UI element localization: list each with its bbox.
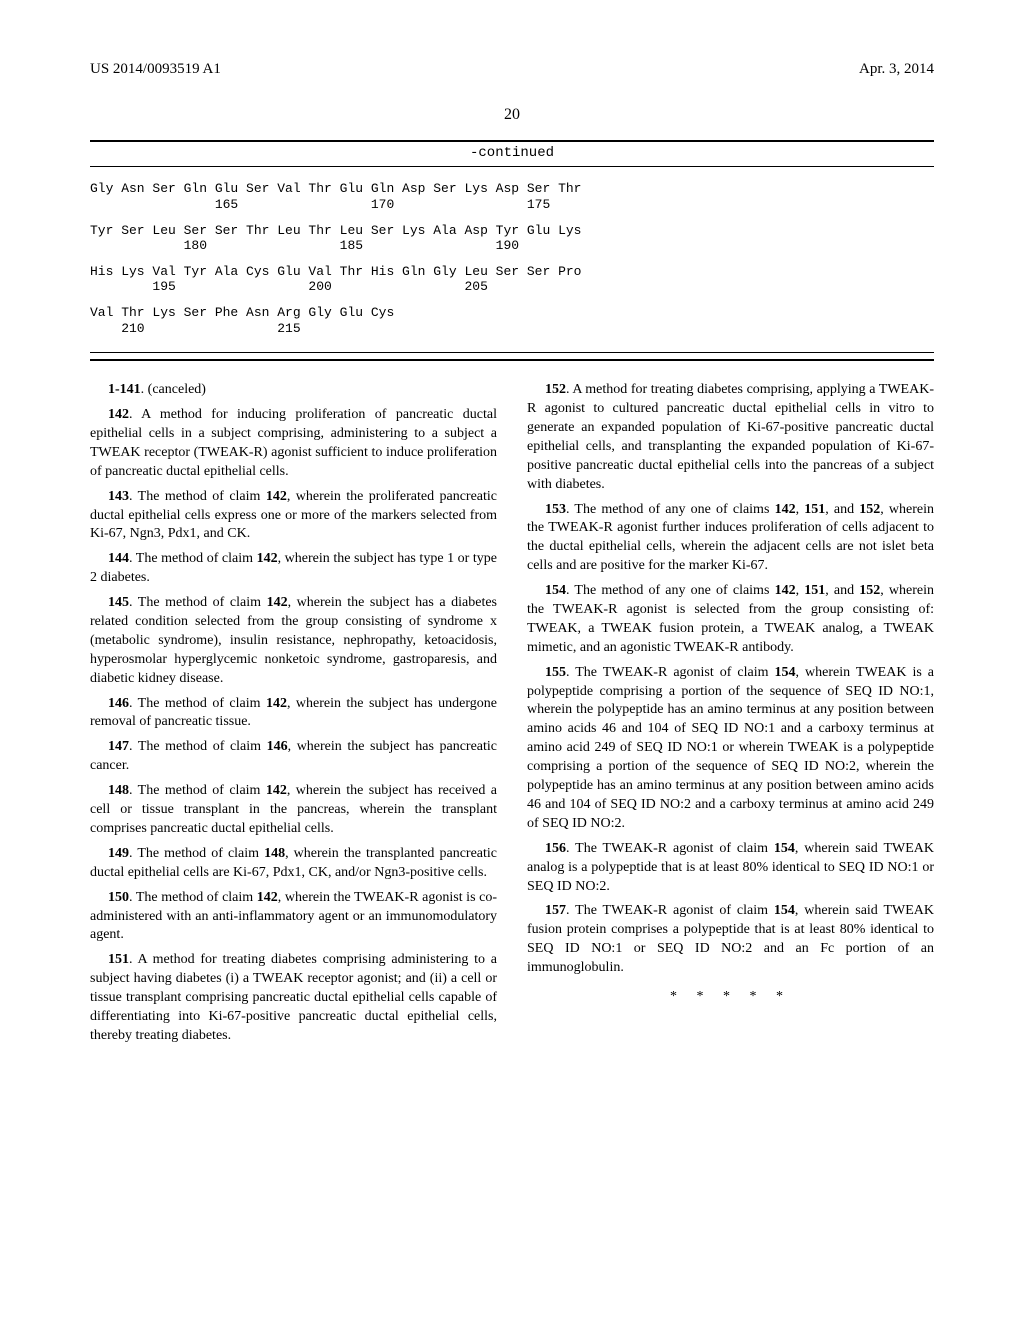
claim: 148. The method of claim 142, wherein th… — [90, 782, 497, 839]
claim-ref: 154 — [774, 841, 795, 856]
claim: 155. The TWEAK-R agonist of claim 154, w… — [527, 664, 934, 834]
claim-number: 148 — [108, 783, 129, 798]
claim: 1-141. (canceled) — [90, 381, 497, 400]
claim-ref: 148 — [264, 846, 285, 861]
claim: 153. The method of any one of claims 142… — [527, 501, 934, 577]
sequence-listing: -continued Gly Asn Ser Gln Glu Ser Val T… — [90, 140, 934, 361]
claim-number: 144 — [108, 551, 129, 566]
claim: 151. A method for treating diabetes comp… — [90, 951, 497, 1045]
claim-ref: 151 — [804, 502, 825, 517]
claim-ref: 154 — [774, 903, 795, 918]
claim-ref: 142 — [775, 583, 796, 598]
claim: 145. The method of claim 142, wherein th… — [90, 594, 497, 688]
claim-ref: 154 — [775, 665, 796, 680]
publication-date: Apr. 3, 2014 — [859, 60, 934, 80]
claim-number: 151 — [108, 952, 129, 967]
claims-section: 1-141. (canceled) 142. A method for induc… — [90, 381, 934, 1046]
claim-ref: 151 — [804, 583, 825, 598]
document-end-marker: * * * * * — [527, 988, 934, 1007]
claim-ref: 142 — [266, 489, 287, 504]
claim: 146. The method of claim 142, wherein th… — [90, 695, 497, 733]
claim-number: 153 — [545, 502, 566, 517]
claim-ref: 142 — [267, 595, 288, 610]
page-number: 20 — [90, 105, 934, 126]
claim-ref: 146 — [267, 739, 288, 754]
claim-number: 149 — [108, 846, 129, 861]
claim-number: 143 — [108, 489, 129, 504]
claim-number: 152 — [545, 382, 566, 397]
claim-number: 155 — [545, 665, 566, 680]
sequence-rows: Gly Asn Ser Gln Glu Ser Val Thr Glu Gln … — [90, 181, 934, 336]
claim-number: 156 — [545, 841, 566, 856]
claim: 147. The method of claim 146, wherein th… — [90, 738, 497, 776]
claim-ref: 142 — [266, 783, 287, 798]
claim-ref: 142 — [775, 502, 796, 517]
claim-number: 145 — [108, 595, 129, 610]
claim: 150. The method of claim 142, wherein th… — [90, 889, 497, 946]
claim-number: 147 — [108, 739, 129, 754]
claim: 144. The method of claim 142, wherein th… — [90, 550, 497, 588]
claim: 149. The method of claim 148, wherein th… — [90, 845, 497, 883]
claim-ref: 152 — [859, 502, 880, 517]
claim-number: 154 — [545, 583, 566, 598]
claim-number: 157 — [545, 903, 566, 918]
sequence-row: Gly Asn Ser Gln Glu Ser Val Thr Glu Gln … — [90, 181, 934, 212]
claim-number: 142 — [108, 407, 129, 422]
claim: 152. A method for treating diabetes comp… — [527, 381, 934, 494]
sequence-row: Val Thr Lys Ser Phe Asn Arg Gly Glu Cys … — [90, 305, 934, 336]
continued-label: -continued — [90, 144, 934, 162]
claim: 142. A method for inducing proliferation… — [90, 406, 497, 482]
page-header: US 2014/0093519 A1 Apr. 3, 2014 — [90, 60, 934, 80]
claim-ref: 142 — [257, 551, 278, 566]
claim-ref: 152 — [859, 583, 880, 598]
sequence-row: Tyr Ser Leu Ser Ser Thr Leu Thr Leu Ser … — [90, 223, 934, 254]
sequence-row: His Lys Val Tyr Ala Cys Glu Val Thr His … — [90, 264, 934, 295]
claim-number: 1-141 — [108, 382, 141, 397]
claim-number: 150 — [108, 890, 129, 905]
publication-number: US 2014/0093519 A1 — [90, 60, 221, 80]
claim-ref: 142 — [257, 890, 278, 905]
claim: 154. The method of any one of claims 142… — [527, 582, 934, 658]
claim-ref: 142 — [266, 696, 287, 711]
claim-number: 146 — [108, 696, 129, 711]
claim: 156. The TWEAK-R agonist of claim 154, w… — [527, 840, 934, 897]
claim: 143. The method of claim 142, wherein th… — [90, 488, 497, 545]
claim: 157. The TWEAK-R agonist of claim 154, w… — [527, 902, 934, 978]
